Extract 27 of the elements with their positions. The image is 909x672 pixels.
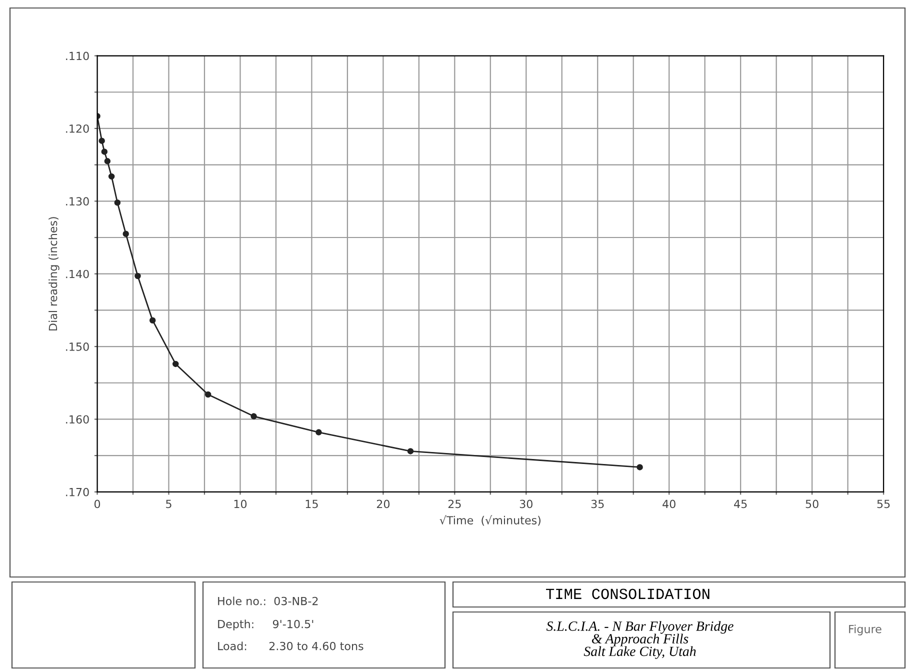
- x-tick-label: 30: [520, 500, 532, 508]
- x-tick-label: 40: [662, 500, 676, 508]
- y-tick-label: .160: [66, 415, 89, 424]
- text: Load: 2.30 to 4.60 tons: [218, 642, 364, 650]
- x-axis-title: √Time (√minutes): [440, 515, 540, 526]
- y-tick-label: .150: [66, 342, 89, 351]
- x-tick-label: 50: [806, 500, 818, 508]
- y-tick-label: .170: [66, 488, 89, 496]
- y-axis-title: Dial reading (inches): [48, 217, 60, 330]
- x-tick-label: 20: [376, 500, 390, 508]
- y-tick-label: .110: [66, 52, 89, 60]
- text: Depth: 9'-10.5': [218, 620, 314, 630]
- y-tick-label: .120: [66, 124, 89, 133]
- text: S.L.C.I.A. - N Bar Flyover Bridge & Approach Fills Salt Lake City, Utah: [546, 621, 734, 659]
- x-tick-label: 10: [234, 500, 247, 508]
- text: Hole no.: 03-NB-2: [218, 596, 318, 606]
- text: Figure: [849, 624, 882, 636]
- x-tick-label: 15: [306, 500, 318, 508]
- y-tick-label: .140: [66, 270, 89, 278]
- text: TIME CONSOLIDATION: [546, 588, 710, 600]
- x-tick-label: 0: [94, 500, 100, 508]
- x-tick-label: 25: [448, 500, 461, 508]
- x-tick-label: 45: [734, 500, 747, 508]
- x-tick-label: 55: [877, 500, 890, 508]
- y-tick-label: .130: [66, 197, 89, 206]
- x-tick-label: 5: [166, 500, 172, 508]
- x-tick-label: 35: [591, 500, 604, 508]
